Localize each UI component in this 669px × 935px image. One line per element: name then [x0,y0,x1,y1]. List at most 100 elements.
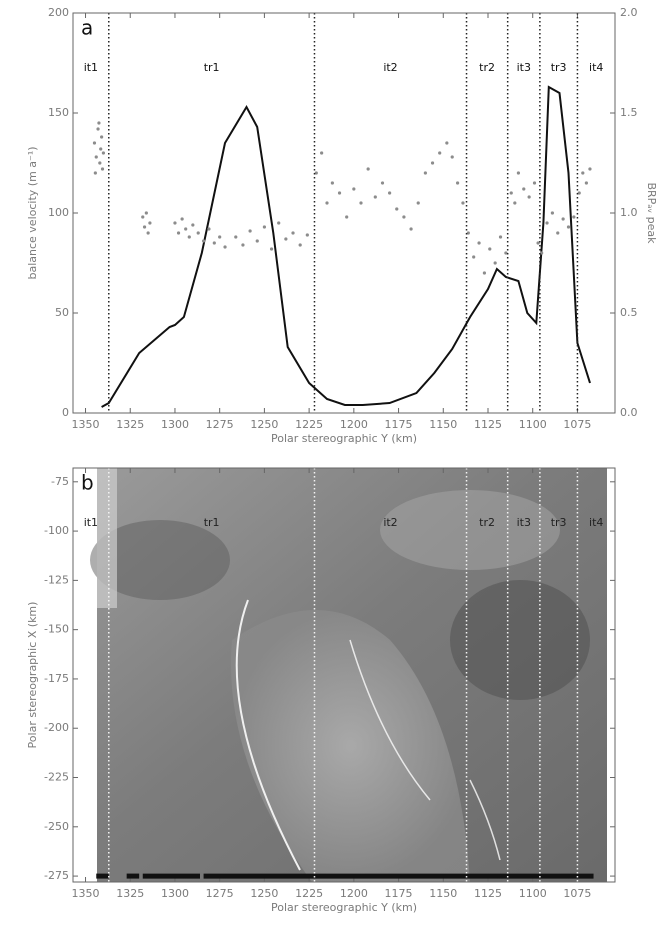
scatter-point [430,161,435,165]
y2-tick-label: 2.0 [620,6,638,19]
scatter-point [584,181,588,185]
scatter-point [191,223,195,227]
scatter-point [325,201,329,205]
scatter-point [100,135,104,139]
x-axis-title: Polar stereographic Y (km) [271,901,417,914]
scatter-point [461,201,465,205]
x-axis-title: Polar stereographic Y (km) [271,432,417,445]
scatter-point [504,251,508,255]
x-tick-label: 1125 [474,887,502,900]
y-tick-label: -100 [44,524,69,537]
scatter-point [262,225,266,229]
scatter-point [498,235,503,239]
y-axis-title: Polar stereographic X (km) [26,602,39,749]
scatter-point [402,215,406,219]
scatter-point [187,235,191,239]
scatter-point [337,191,342,195]
segment-label: tr1 [204,516,220,529]
scatter-point [450,155,454,159]
scatter-point [305,233,309,237]
scatter-point [522,187,526,191]
x-tick-label: 1275 [206,887,234,900]
y-tick-label: 50 [55,306,69,319]
y-tick-label: -150 [44,623,69,636]
x-tick-label: 1100 [519,418,547,431]
y-tick-label: -225 [44,771,69,784]
scatter-point [482,271,487,275]
scatter-point [477,241,481,245]
scatter-point [352,187,356,191]
scatter-point [455,181,460,185]
x-tick-label: 1175 [385,887,413,900]
segment-label: it4 [589,516,603,529]
x-tick-label: 1225 [295,887,323,900]
scatter-point [416,201,420,205]
y-tick-label: 200 [48,6,69,19]
scatter-point [218,235,222,239]
x-tick-label: 1075 [563,887,591,900]
balance-velocity-line [101,85,591,408]
y2-tick-label: 0.5 [620,306,638,319]
x-tick-label: 1300 [161,418,189,431]
x-tick-label: 1250 [250,887,278,900]
plot-frame [72,467,616,883]
segment-label: tr2 [479,61,495,74]
scatter-point [93,171,97,175]
x-tick-label: 1175 [385,418,413,431]
x-tick-label: 1350 [72,418,100,431]
scatter-point [99,147,103,151]
scatter-point [212,241,216,245]
scatter-point [248,229,252,233]
scatter-point [314,171,318,175]
scatter-point [566,225,571,229]
segment-label: tr1 [204,61,220,74]
scatter-point [223,245,227,249]
scatter-point [141,215,145,219]
segment-label: it2 [383,61,397,74]
x-tick-label: 1125 [474,418,502,431]
scatter-point [144,211,148,215]
scatter-point [97,121,101,125]
y-tick-label: -200 [44,721,69,734]
scatter-point [493,261,497,265]
scatter-point [572,215,576,219]
segment-label: tr3 [551,61,567,74]
scatter-point [438,151,442,155]
scatter-point [373,195,377,199]
y2-axis-title: BRPₐᵥ peak [645,182,658,244]
scatter-point [345,215,349,219]
x-tick-label: 1200 [340,887,368,900]
y-tick-label: -250 [44,820,69,833]
segment-label: it4 [589,61,603,74]
scatter-point [472,255,476,259]
scatter-point [445,141,449,145]
scatter-point [577,191,581,195]
scatter-point [540,251,544,255]
y-tick-label: -125 [44,573,69,586]
y-axis-title: balance velocity (m a⁻¹) [26,146,39,279]
segment-label: tr2 [479,516,495,529]
y-tick-label: 100 [48,206,69,219]
scatter-point [536,241,540,245]
scatter-point [359,201,363,205]
scatter-point [96,127,100,131]
scatter-point [94,155,98,159]
scatter-point [173,221,177,225]
plot-frame [72,12,616,414]
x-tick-label: 1300 [161,887,189,900]
scatter-point [388,191,392,195]
scatter-point [516,171,521,175]
x-tick-label: 1100 [519,887,547,900]
x-tick-label: 1325 [116,887,144,900]
scatter-point [409,227,413,231]
scatter-point [201,239,206,243]
scatter-point [284,237,288,241]
scatter-point [532,181,537,185]
scatter-point [176,231,181,235]
segment-label: it2 [383,516,397,529]
scatter-point [184,227,188,231]
scatter-point [142,225,147,229]
scatter-point [255,239,259,243]
y2-tick-label: 0.0 [620,406,638,419]
